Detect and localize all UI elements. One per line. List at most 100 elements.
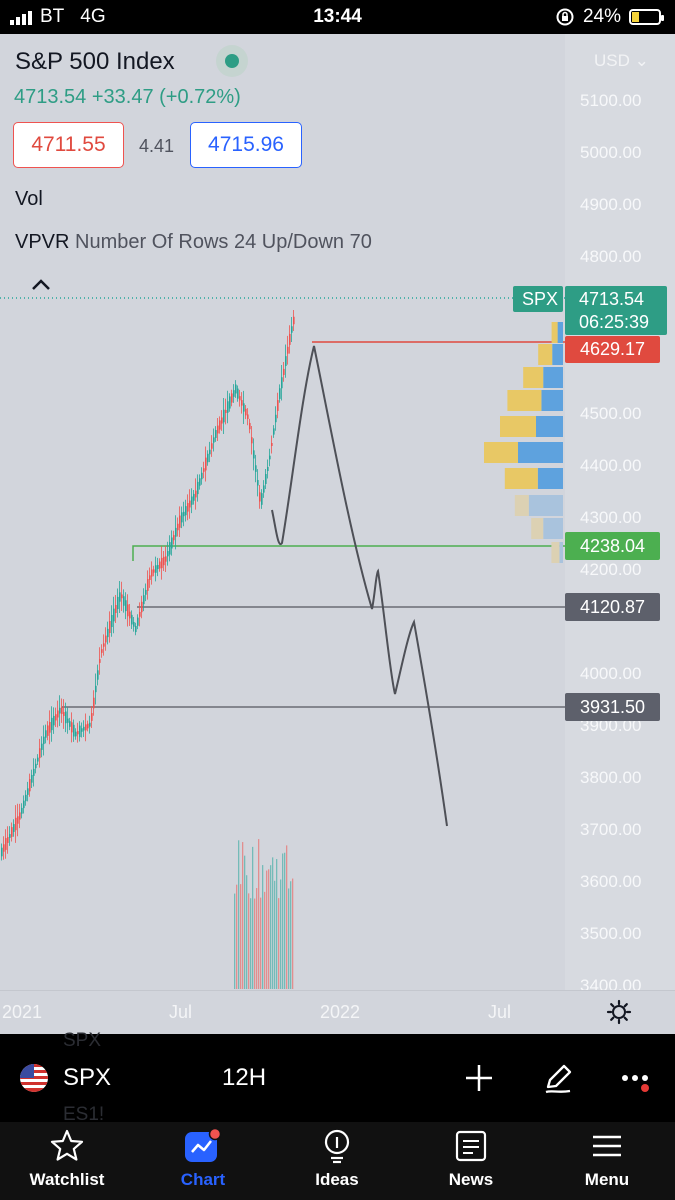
y-tick: 3700.00 (580, 820, 642, 839)
candle-body (109, 621, 111, 633)
candle-body (233, 390, 235, 397)
y-tick: 4800.00 (580, 247, 642, 266)
candle-body (165, 556, 167, 562)
candle-body (25, 794, 27, 802)
volume-bar (276, 859, 278, 989)
candle-body (75, 731, 77, 737)
candle-body (213, 437, 215, 443)
candle-body (253, 450, 255, 459)
price-chart[interactable] (0, 34, 675, 1034)
level-tag-red[interactable]: 4629.17 (565, 336, 660, 363)
candle-body (269, 455, 271, 460)
interval-selector[interactable]: 12H (222, 1064, 267, 1091)
volume-bar (290, 881, 292, 989)
currency-label: USD (594, 51, 630, 70)
candle-body (239, 396, 241, 401)
vpvr-up-bar (536, 416, 563, 437)
candle-body (173, 535, 175, 541)
status-bar: BT 4G 13:44 24% (0, 0, 675, 34)
candle-body (79, 725, 81, 738)
symbol-title[interactable]: S&P 500 Index (15, 48, 175, 75)
vpvr-down-bar (504, 468, 538, 489)
level-tag-grey-1[interactable]: 4120.87 (565, 593, 660, 621)
price-axis[interactable] (565, 34, 675, 990)
vpvr-down-bar (538, 344, 553, 365)
tab-watchlist[interactable]: Watchlist (12, 1128, 122, 1190)
volume-bar (274, 880, 276, 989)
candle-body (235, 384, 237, 394)
candle-body (15, 817, 17, 831)
volume-bar (248, 893, 250, 989)
volume-legend[interactable]: Vol (15, 188, 43, 210)
vpvr-up-bar (543, 518, 563, 539)
candle-body (77, 731, 79, 735)
battery-percent: 24% (582, 6, 621, 27)
volume-bar (256, 888, 258, 989)
candle-body (287, 346, 289, 354)
candle-body (227, 401, 229, 413)
volume-bar (280, 879, 282, 989)
volume-bar (282, 853, 284, 989)
add-plus-icon[interactable] (461, 1060, 497, 1096)
volume-bar (254, 898, 256, 989)
candle-body (217, 425, 219, 434)
drawn-projection-line (271, 345, 448, 827)
tab-menu[interactable]: Menu (552, 1128, 662, 1190)
chart-settings-gear-icon[interactable] (606, 999, 632, 1025)
tab-label: Menu (584, 1170, 630, 1189)
candle-body (119, 592, 121, 602)
candle-body (73, 724, 75, 737)
time-axis[interactable] (0, 990, 675, 1034)
buy-price-button[interactable]: 4715.96 (190, 122, 302, 168)
menu-icon (593, 1135, 621, 1157)
candle-body (143, 595, 145, 605)
candle-body (221, 417, 223, 424)
level-tag-grey-2[interactable]: 3931.50 (565, 693, 660, 721)
candle-body (281, 377, 283, 389)
last-price-value: 4713.54 (579, 289, 645, 309)
last-price-tag[interactable]: 4713.54 06:25:39 (565, 286, 667, 335)
vpvr-legend[interactable]: VPVR Number Of Rows 24 Up/Down 70 (15, 231, 372, 254)
candle-body (211, 443, 213, 449)
candle-body (209, 449, 211, 455)
drawing-pen-icon[interactable] (540, 1060, 576, 1096)
currency-selector[interactable]: USD ⌄ (594, 51, 649, 71)
chart-pane[interactable]: S&P 500 Index 4713.54 +33.47 (+0.72%) 47… (0, 34, 675, 1034)
candle-body (65, 711, 67, 724)
tab-news[interactable]: News (416, 1128, 526, 1190)
sell-price-button[interactable]: 4711.55 (13, 122, 124, 168)
candle-body (201, 472, 203, 480)
x-tick: 2021 (2, 1002, 43, 1022)
more-options-icon[interactable] (618, 1060, 654, 1096)
candle-body (223, 409, 225, 423)
candle-body (207, 453, 209, 463)
candle-body (161, 557, 163, 569)
candle-body (175, 527, 177, 537)
tab-chart[interactable]: Chart (148, 1128, 258, 1190)
collapse-legend-icon[interactable] (30, 278, 52, 292)
market-status-dot[interactable] (216, 45, 248, 77)
candle-body (19, 812, 21, 820)
level-tag-green[interactable]: 4238.04 (565, 532, 660, 560)
volume-bar (268, 869, 270, 989)
volume-bar (262, 865, 264, 989)
candle-body (155, 565, 157, 573)
candle-body (177, 523, 179, 531)
candle-body (163, 556, 165, 566)
candle-body (133, 621, 135, 627)
candle-body (81, 728, 83, 732)
volume-bar (244, 855, 246, 989)
candle-body (231, 393, 233, 403)
symbol-tag[interactable]: SPX (513, 286, 563, 312)
candle-body (127, 604, 129, 617)
candle-body (141, 601, 143, 613)
symbol-selector[interactable]: SPX (63, 1064, 112, 1091)
candle-body (47, 725, 49, 736)
y-tick: 4300.00 (580, 508, 642, 527)
bar-countdown: 06:25:39 (579, 312, 650, 332)
candle-body (181, 512, 183, 523)
tab-ideas[interactable]: Ideas (282, 1128, 392, 1190)
tab-label: News (448, 1170, 494, 1189)
candle-body (131, 614, 133, 625)
chevron-down-icon: ⌄ (634, 51, 649, 70)
